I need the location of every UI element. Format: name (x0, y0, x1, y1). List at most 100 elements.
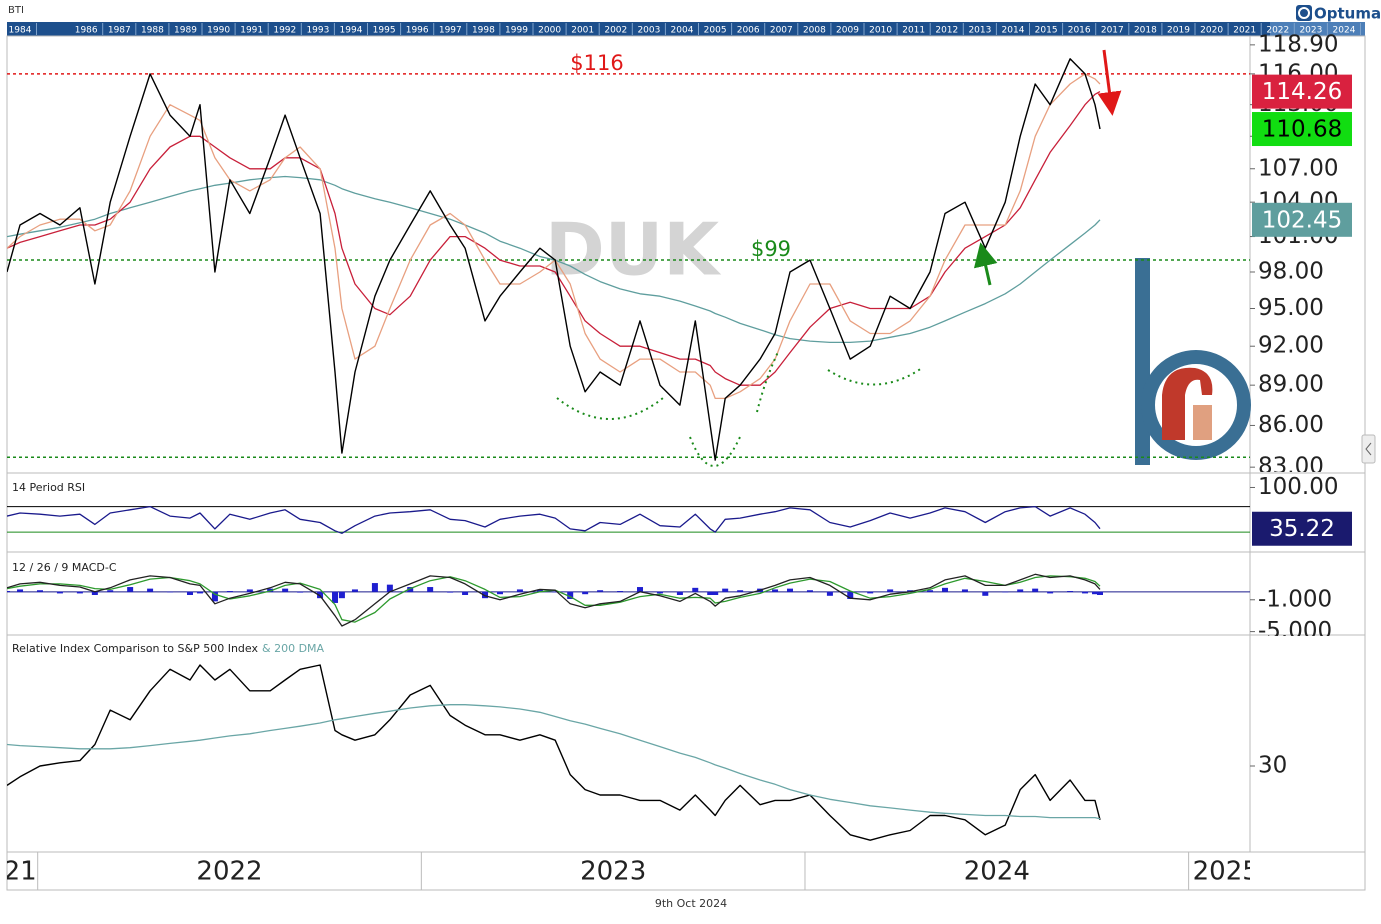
y-tick-label: 107.00 (1258, 155, 1338, 181)
cup-arc (827, 367, 923, 386)
overview-year: 2004 (671, 26, 694, 36)
overview-strip (7, 22, 1365, 36)
histogram-bar (36, 590, 43, 592)
histogram-bar (712, 591, 719, 595)
logo-stem (1135, 258, 1150, 465)
histogram-bar (867, 591, 874, 594)
histogram-bar (536, 589, 543, 592)
histogram-bar (371, 583, 378, 592)
histogram-bar (267, 588, 274, 592)
right-axis: -1.000 -5.000 (1250, 586, 1332, 644)
histogram-bar (447, 591, 454, 593)
value-box (1252, 511, 1352, 546)
overview-year: 2005 (704, 26, 727, 36)
y-tick-label: -5.000 (1258, 618, 1332, 644)
histogram-bar (317, 591, 324, 599)
overview-window (1270, 22, 1365, 36)
histogram-bar (907, 590, 914, 592)
right-axis: 100.00 (1250, 474, 1338, 500)
overview-year: 1997 (439, 26, 462, 36)
histogram-bar (427, 587, 434, 592)
overview-year: 1991 (240, 26, 263, 36)
value-box-label: 110.68 (1262, 117, 1342, 143)
overview-year: 1992 (273, 26, 296, 36)
series-line (7, 175, 1101, 344)
logo-mark (1193, 405, 1212, 440)
histogram-bar (982, 591, 989, 596)
value-box-label: 114.26 (1262, 79, 1342, 105)
value-box-label: 35.22 (1269, 516, 1335, 542)
watermark: DUK (545, 208, 721, 292)
overview-year: 1988 (141, 26, 164, 36)
x-tick-label: 2025 (1193, 857, 1259, 887)
histogram-bar (516, 589, 523, 592)
overview-year: 2008 (803, 26, 826, 36)
overview-year: 1999 (505, 26, 528, 36)
right-axis: 30 (1250, 753, 1287, 779)
overview-year: 2014 (1002, 26, 1025, 36)
histogram-bar (1047, 591, 1054, 594)
histogram-bar (332, 591, 339, 603)
overview-year: 2002 (604, 26, 627, 36)
panel-title: Relative Index Comparison to S&P 500 Ind… (12, 642, 258, 655)
y-tick-label: 118.90 (1258, 31, 1338, 57)
histogram-bar (942, 587, 949, 592)
histogram-bar (107, 590, 114, 592)
panel-title: 14 Period RSI (12, 481, 85, 494)
plots: DUK $116 $99 (7, 51, 1250, 841)
x-axis: 2021 2022 2023 2024 2025 (0, 852, 1259, 890)
value-box (1252, 202, 1352, 237)
histogram-bar (1096, 591, 1103, 595)
histogram-bar (656, 591, 663, 594)
histogram-bar (338, 591, 345, 599)
scroll-arrow (1365, 442, 1372, 456)
arrow-down (1097, 49, 1122, 116)
histogram-bar (1067, 591, 1074, 592)
histogram-bar (186, 591, 193, 595)
symbol: BTI (8, 5, 24, 16)
histogram-bar (707, 591, 714, 595)
overview-year: 2001 (571, 26, 594, 36)
histogram-bar (567, 591, 574, 599)
histogram-bar (56, 591, 63, 594)
histogram-bar (961, 589, 968, 592)
overview-year: 1987 (108, 26, 131, 36)
histogram-bar (847, 591, 854, 599)
x-tick-label: 2023 (580, 857, 646, 887)
value-box-label: 102.45 (1262, 207, 1342, 233)
series-line (7, 58, 1101, 461)
histogram-bar (482, 591, 489, 599)
histogram-bar (637, 587, 644, 592)
axes: 83.0086.0089.0092.0095.0098.00101.00104.… (0, 31, 1352, 890)
histogram-bar (386, 584, 393, 592)
histogram-bar (226, 591, 233, 592)
overview-year: 1989 (174, 26, 197, 36)
value-box (1252, 112, 1352, 147)
overview-year: 1994 (340, 26, 363, 36)
histogram-bar (1082, 591, 1089, 594)
histogram-bar (76, 591, 83, 594)
histogram-bar (246, 589, 253, 592)
histogram-bar (496, 591, 503, 595)
histogram-bar (147, 588, 154, 592)
series-line (7, 664, 1101, 841)
x-tick-label: 2021 (0, 857, 37, 887)
overview-year: 2009 (836, 26, 859, 36)
histogram-bar (1032, 588, 1039, 592)
level-label: $116 (570, 51, 623, 75)
overview-year: 2020 (1200, 26, 1223, 36)
y-tick-label: 86.00 (1258, 412, 1324, 438)
histogram-bar (737, 590, 744, 592)
scroll-button[interactable] (1361, 434, 1376, 464)
histogram-bar (722, 588, 729, 592)
histogram-bar (552, 591, 559, 593)
overview-year: 2021 (1233, 26, 1256, 36)
histogram-bar (887, 589, 894, 592)
overview-years: 1984 1986 1987 1988 1989 1990 1991 1992 1993 1994… (9, 23, 1361, 36)
y-tick-label: 92.00 (1258, 333, 1324, 359)
overview-year: 2015 (1035, 26, 1058, 36)
histogram-bar (582, 591, 589, 595)
brand: Optuma (1314, 5, 1381, 23)
overview-year: 2006 (737, 26, 760, 36)
